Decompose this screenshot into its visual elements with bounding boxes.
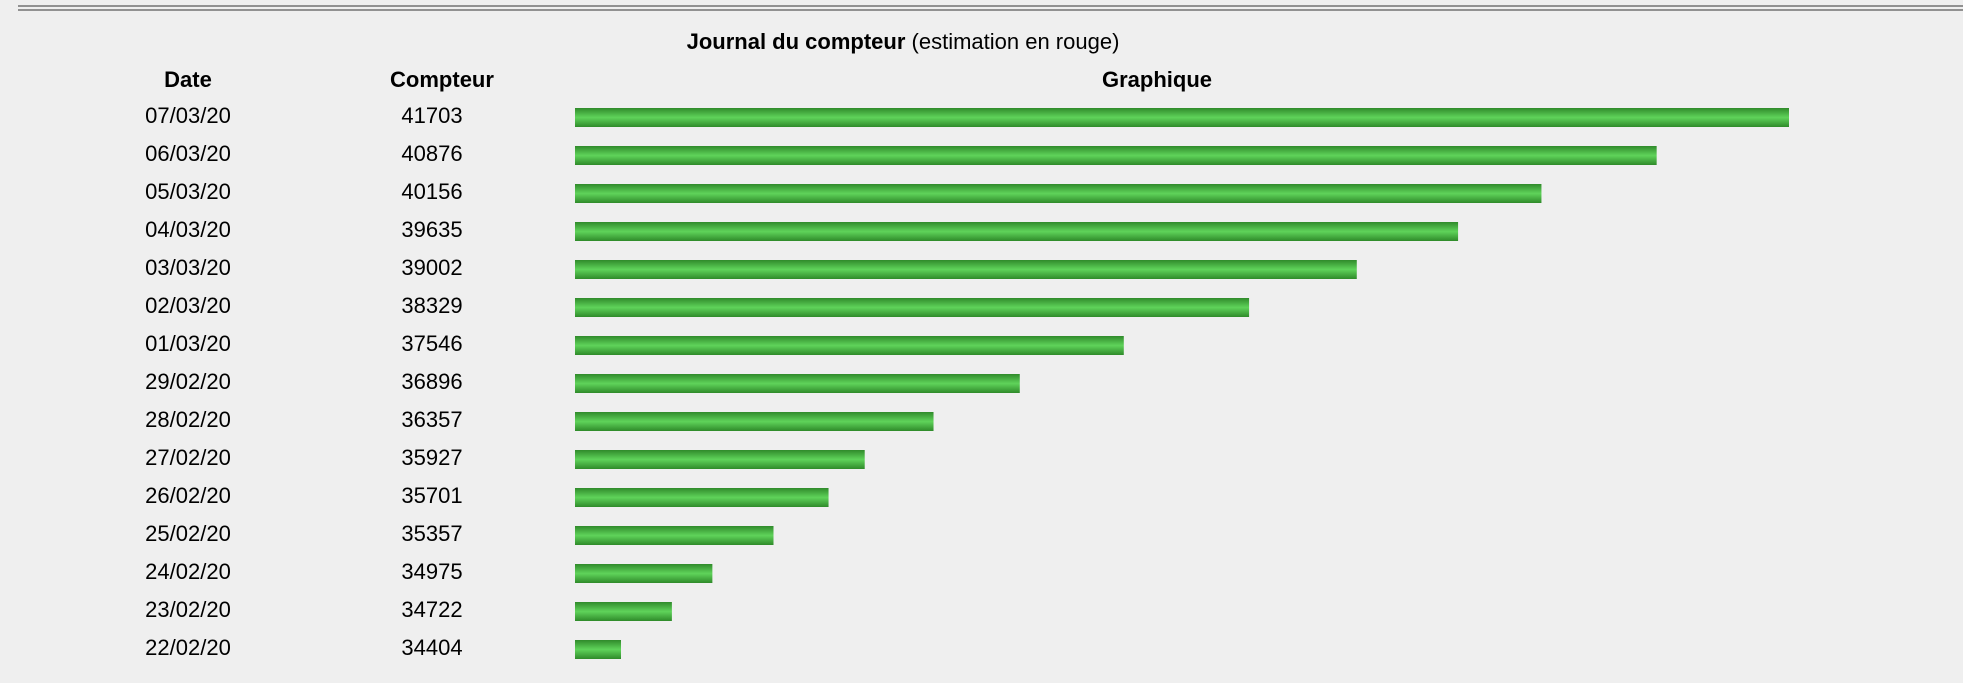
bar [575,146,1657,165]
column-header: Date [164,67,212,92]
date-cell: 29/02/20 [145,369,231,394]
counter-cell: 38329 [401,293,462,318]
title: Journal du compteur (estimation en rouge… [687,29,1120,54]
date-cell: 25/02/20 [145,521,231,546]
bar [575,564,713,583]
date-cell: 02/03/20 [145,293,231,318]
bar [575,260,1357,279]
counter-cell: 40876 [401,141,462,166]
bar [575,488,829,507]
counter-cell: 35357 [401,521,462,546]
date-cell: 22/02/20 [145,635,231,660]
counter-cell: 36896 [401,369,462,394]
column-header: Graphique [1102,67,1212,92]
counter-cell: 36357 [401,407,462,432]
counter-cell: 35927 [401,445,462,470]
bar [575,450,865,469]
bar [575,222,1459,241]
bar [575,526,774,545]
counter-cell: 37546 [401,331,462,356]
date-cell: 24/02/20 [145,559,231,584]
date-cell: 27/02/20 [145,445,231,470]
bar [575,640,621,659]
bar [575,298,1250,317]
counter-cell: 35701 [401,483,462,508]
bar [575,184,1542,203]
date-cell: 26/02/20 [145,483,231,508]
counter-cell: 39002 [401,255,462,280]
bar [575,412,934,431]
bar [575,108,1789,127]
title-main: Journal du compteur [687,29,906,54]
counter-cell: 34975 [401,559,462,584]
counter-cell: 34722 [401,597,462,622]
date-cell: 01/03/20 [145,331,231,356]
bar [575,374,1020,393]
date-cell: 06/03/20 [145,141,231,166]
counter-cell: 34404 [401,635,462,660]
date-cell: 23/02/20 [145,597,231,622]
date-cell: 07/03/20 [145,103,231,128]
counter-cell: 39635 [401,217,462,242]
date-cell: 03/03/20 [145,255,231,280]
title-sub: (estimation en rouge) [912,29,1120,54]
date-cell: 28/02/20 [145,407,231,432]
bar [575,336,1124,355]
column-header: Compteur [390,67,494,92]
counter-cell: 41703 [401,103,462,128]
bar [575,602,672,621]
date-cell: 04/03/20 [145,217,231,242]
date-cell: 05/03/20 [145,179,231,204]
counter-cell: 40156 [401,179,462,204]
